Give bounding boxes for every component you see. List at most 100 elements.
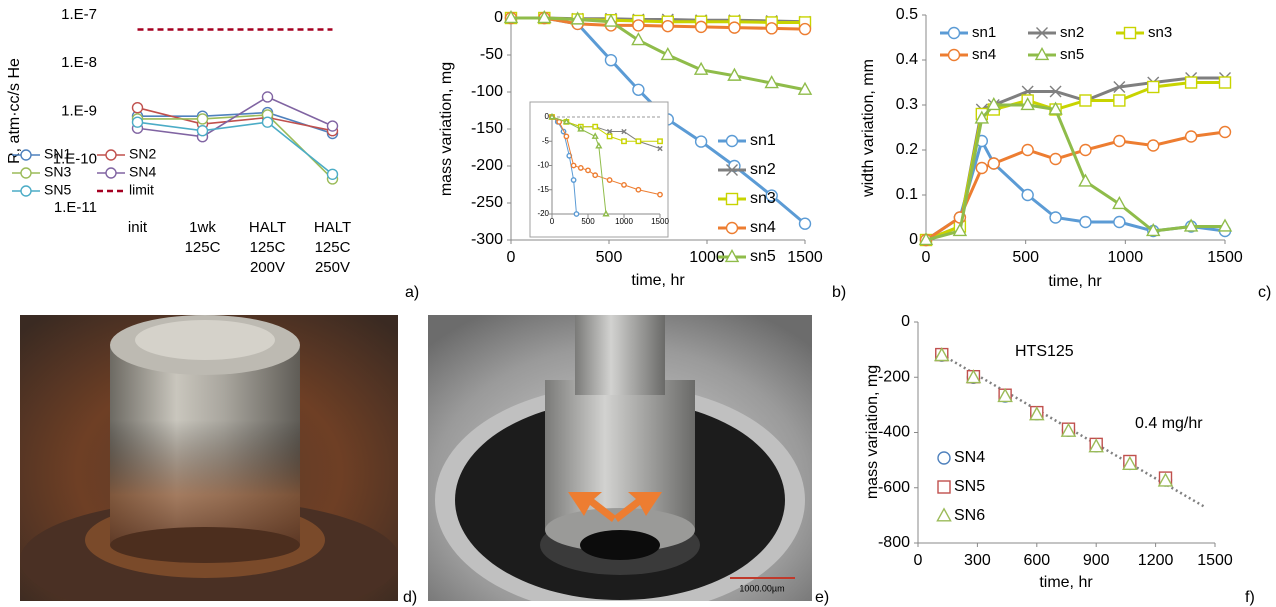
- marker: [633, 84, 644, 95]
- y-tick-label: -200: [878, 368, 910, 385]
- y-tick-label: -20: [537, 209, 549, 218]
- marker: [198, 114, 208, 124]
- panel-label: c): [1258, 284, 1271, 301]
- x-axis-label: time, hr: [1039, 574, 1093, 591]
- marker: [1022, 145, 1033, 156]
- x-tick-label: 900: [1083, 552, 1110, 569]
- marker: [593, 125, 597, 129]
- y-tick-label: -250: [471, 194, 503, 211]
- x-axis-label: time, hr: [631, 272, 685, 289]
- x-tick-label: HALT: [314, 219, 351, 236]
- marker: [607, 178, 611, 182]
- legend-marker: [727, 223, 738, 234]
- legend-marker: [938, 452, 950, 464]
- x-tick-label: 0: [507, 249, 516, 266]
- marker: [1186, 131, 1197, 142]
- marker: [328, 121, 338, 131]
- x-tick-label: 0: [914, 552, 923, 569]
- x-tick-label: 125C: [315, 239, 351, 256]
- x-tick-label: 1500: [787, 249, 823, 266]
- marker: [633, 20, 644, 31]
- marker: [328, 169, 338, 179]
- marker: [988, 158, 999, 169]
- legend-marker: [938, 481, 950, 493]
- y-tick-label: 0: [901, 313, 910, 330]
- marker: [1114, 136, 1125, 147]
- y-tick-label: -15: [537, 185, 549, 194]
- marker: [1148, 82, 1159, 93]
- x-tick-label: 0: [922, 249, 931, 266]
- marker: [658, 139, 662, 143]
- legend-label: SN4: [954, 449, 985, 466]
- y-axis-label: R, atm·cc/s He: [6, 58, 23, 164]
- x-tick-label: 125C: [185, 239, 221, 256]
- y-tick-label: -150: [471, 120, 503, 137]
- marker: [622, 139, 626, 143]
- marker: [976, 163, 987, 174]
- y-tick-label: 0.2: [896, 141, 918, 158]
- legend-label: SN1: [44, 146, 71, 162]
- marker: [1080, 95, 1091, 106]
- marker: [1114, 95, 1125, 106]
- y-tick-label: -600: [878, 479, 910, 496]
- legend-marker: [1125, 28, 1136, 39]
- marker: [800, 218, 811, 229]
- legend-marker: [106, 150, 116, 160]
- marker: [571, 178, 575, 182]
- panel-label: a): [405, 284, 419, 301]
- legend-marker: [949, 28, 960, 39]
- legend-label: SN3: [44, 164, 71, 180]
- marker: [1186, 77, 1197, 88]
- y-tick-label: -200: [471, 157, 503, 174]
- legend-marker: [937, 509, 950, 521]
- marker: [766, 23, 777, 34]
- series-line: [926, 132, 1225, 240]
- marker: [622, 183, 626, 187]
- x-tick-label: 1000: [615, 217, 633, 226]
- y-tick-label: 0: [494, 9, 503, 26]
- y-tick-label: 1.E-11: [54, 199, 97, 216]
- y-tick-label: -800: [878, 534, 910, 551]
- marker: [696, 136, 707, 147]
- legend-label: sn4: [972, 46, 996, 63]
- legend-label: SN5: [44, 182, 71, 198]
- x-tick-label: init: [128, 219, 148, 236]
- marker: [1220, 77, 1231, 88]
- legend-label: SN2: [129, 146, 156, 162]
- legend-marker: [949, 50, 960, 61]
- marker: [571, 163, 575, 167]
- marker: [198, 126, 208, 136]
- y-tick-label: 0.4: [896, 51, 918, 68]
- y-axis-label: mass variation, mg: [438, 62, 455, 196]
- series-line: [138, 122, 333, 174]
- legend-label: sn5: [750, 248, 776, 265]
- marker: [696, 21, 707, 32]
- y-tick-label: -300: [471, 231, 503, 248]
- y-tick-label: 1.E-9: [61, 102, 97, 119]
- panel-label: e): [815, 589, 829, 606]
- legend-marker: [21, 150, 31, 160]
- marker: [1050, 154, 1061, 165]
- marker: [636, 139, 640, 143]
- y-tick-label: 0.5: [896, 6, 918, 23]
- y-tick-label: -50: [480, 46, 503, 63]
- panel-label: f): [1245, 589, 1255, 606]
- scale-bar-label: 1000.00µm: [739, 583, 784, 593]
- x-tick-label: 500: [596, 249, 623, 266]
- x-tick-label: 300: [964, 552, 991, 569]
- x-tick-label: 1500: [1207, 249, 1243, 266]
- marker: [605, 55, 616, 66]
- legend-label: sn1: [750, 132, 776, 149]
- x-tick-label: 600: [1023, 552, 1050, 569]
- marker: [1050, 212, 1061, 223]
- y-axis-label: mass variation, mg: [864, 365, 881, 499]
- legend-label: SN4: [129, 164, 156, 180]
- legend-label: SN6: [954, 507, 985, 524]
- x-tick-label: HALT: [249, 219, 286, 236]
- legend-label: sn5: [1060, 46, 1084, 63]
- legend-marker: [727, 136, 738, 147]
- marker: [579, 166, 583, 170]
- marker: [1079, 175, 1091, 186]
- figure: 1000.00µm d) e) 1.E-111.E-101.E-91.E-81.…: [0, 0, 1276, 607]
- annotation: HTS125: [1015, 343, 1074, 360]
